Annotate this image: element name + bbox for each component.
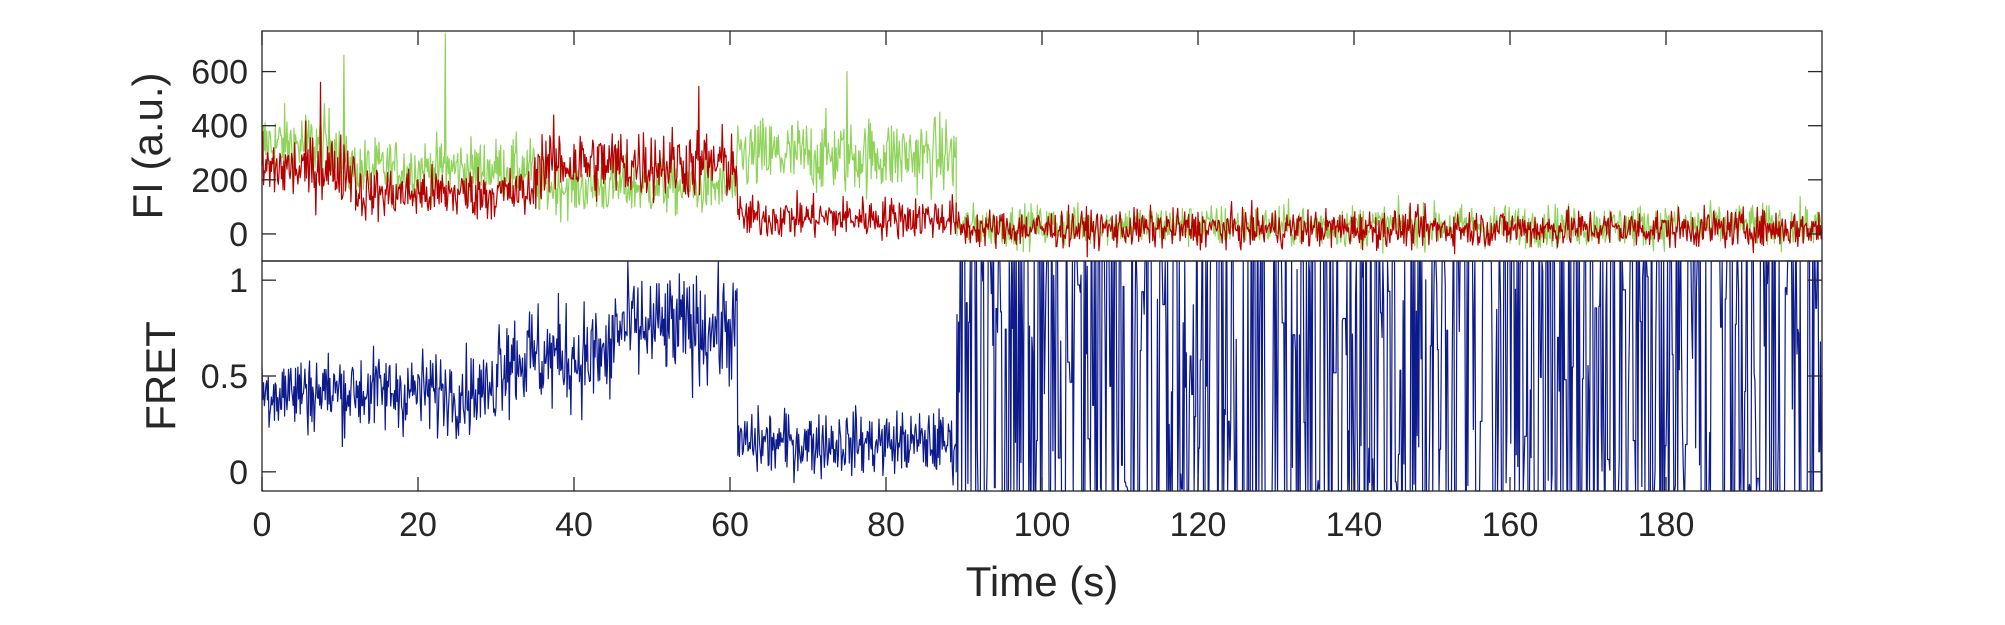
x-tick-label: 20: [399, 506, 437, 544]
intensity-y-axis-label: FI (a.u.): [124, 72, 171, 219]
series-line-0-1: [261, 81, 1823, 258]
y-tick-label: 400: [191, 108, 248, 146]
x-tick-label: 140: [1326, 506, 1383, 544]
x-tick-label: 0: [253, 506, 272, 544]
x-tick-label: 180: [1638, 506, 1695, 544]
x-tick-label: 80: [867, 506, 905, 544]
series-line-1-0: [261, 260, 1822, 492]
y-tick-label: 0: [229, 454, 248, 492]
x-tick-label: 160: [1482, 506, 1539, 544]
series-line-0-0: [261, 33, 1823, 254]
time-x-ticks: 0 20 40 60 80 100 120 140 160 180: [253, 31, 1695, 544]
y-tick-label: 200: [191, 162, 248, 200]
x-tick-label: 120: [1170, 506, 1227, 544]
y-tick-label: 0: [229, 216, 248, 254]
y-tick-label: 600: [191, 54, 248, 92]
intensity-traces: [261, 33, 1823, 258]
y-tick-label: 1: [229, 262, 248, 300]
time-x-axis-label: Time (s): [966, 558, 1118, 605]
fret-y-ticks: 00.51: [201, 262, 1822, 492]
fret-panel: 00.51 0 20 40 60 80 100 120 140 160 180 FRET Time…: [137, 31, 1823, 605]
intensity-y-ticks: 0 200 400 600: [191, 54, 1822, 254]
fret-traces: [261, 260, 1822, 492]
x-tick-label: 60: [711, 506, 749, 544]
intensity-panel: 0 200 400 600 FI (a.u.): [124, 30, 1823, 262]
y-tick-label: 0.5: [201, 358, 248, 396]
x-tick-label: 40: [555, 506, 593, 544]
fret-y-axis-label: FRET: [137, 321, 184, 431]
x-tick-label: 100: [1014, 506, 1071, 544]
